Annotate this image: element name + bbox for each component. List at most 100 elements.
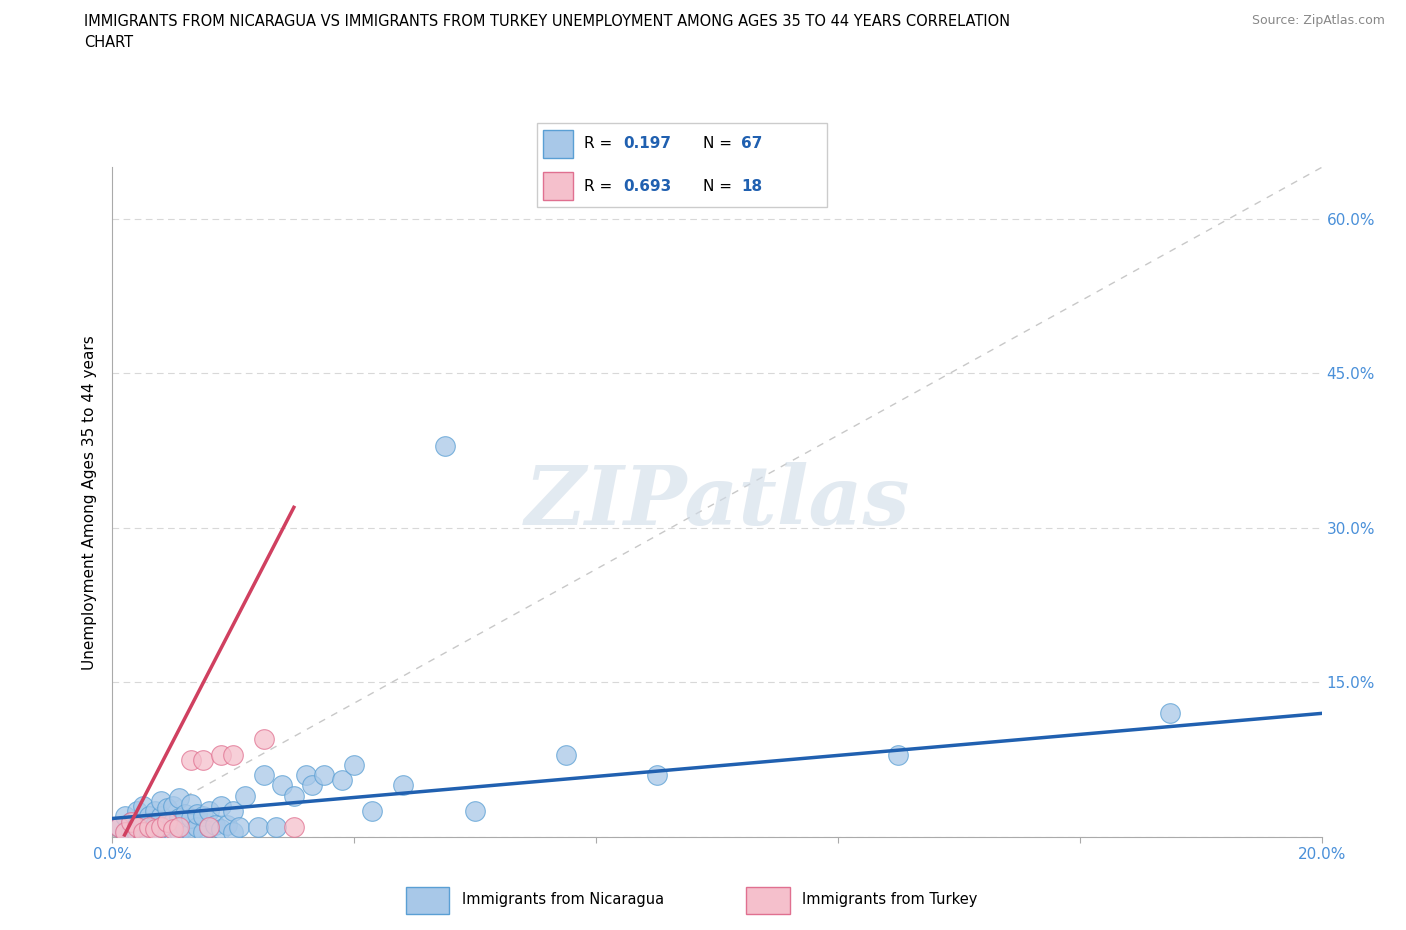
- Point: [138, 809, 160, 824]
- Point: [143, 824, 166, 839]
- Text: Immigrants from Nicaragua: Immigrants from Nicaragua: [461, 892, 664, 908]
- Point: [191, 824, 214, 839]
- Point: [246, 819, 269, 834]
- Point: [162, 821, 184, 836]
- Point: [143, 821, 166, 836]
- Point: [132, 799, 155, 814]
- Point: [295, 768, 318, 783]
- Point: [264, 819, 287, 834]
- Text: 67: 67: [741, 137, 762, 152]
- Point: [270, 778, 292, 793]
- Text: 0.197: 0.197: [623, 137, 671, 152]
- Text: R =: R =: [585, 137, 613, 152]
- Point: [167, 790, 190, 805]
- Point: [167, 824, 190, 839]
- Point: [149, 793, 172, 808]
- Point: [120, 814, 142, 829]
- Point: [253, 732, 276, 747]
- FancyBboxPatch shape: [537, 123, 827, 207]
- Point: [156, 814, 179, 829]
- Point: [391, 778, 413, 793]
- FancyBboxPatch shape: [543, 172, 572, 201]
- Point: [343, 757, 366, 772]
- FancyBboxPatch shape: [543, 130, 572, 158]
- Point: [149, 819, 172, 834]
- Point: [198, 819, 221, 834]
- Point: [162, 824, 184, 839]
- Point: [222, 804, 245, 818]
- Point: [114, 824, 136, 839]
- Y-axis label: Unemployment Among Ages 35 to 44 years: Unemployment Among Ages 35 to 44 years: [82, 335, 97, 670]
- Point: [209, 799, 232, 814]
- Point: [114, 824, 136, 839]
- Point: [120, 814, 142, 829]
- Point: [125, 827, 148, 842]
- Point: [198, 804, 221, 818]
- Text: ZIPatlas: ZIPatlas: [524, 462, 910, 542]
- Text: 0.693: 0.693: [623, 179, 671, 193]
- Point: [433, 438, 456, 453]
- Point: [132, 824, 155, 839]
- FancyBboxPatch shape: [747, 887, 790, 914]
- Point: [120, 824, 142, 839]
- Point: [114, 809, 136, 824]
- Point: [149, 809, 172, 824]
- Point: [149, 819, 172, 834]
- Point: [138, 819, 160, 834]
- Point: [314, 768, 336, 783]
- Point: [191, 752, 214, 767]
- Text: Immigrants from Turkey: Immigrants from Turkey: [801, 892, 977, 908]
- Point: [283, 819, 305, 834]
- Point: [174, 807, 197, 822]
- Point: [186, 807, 208, 822]
- Point: [125, 819, 148, 834]
- Point: [186, 819, 208, 834]
- Point: [167, 811, 190, 826]
- Point: [198, 819, 221, 834]
- Point: [253, 768, 276, 783]
- Point: [228, 819, 250, 834]
- Point: [132, 814, 155, 829]
- Point: [222, 824, 245, 839]
- Point: [180, 811, 202, 826]
- Point: [156, 814, 179, 829]
- Point: [125, 817, 148, 832]
- Point: [138, 827, 160, 842]
- Point: [235, 789, 257, 804]
- Point: [162, 799, 184, 814]
- Text: R =: R =: [585, 179, 613, 193]
- Point: [107, 819, 129, 834]
- Point: [204, 817, 226, 832]
- Point: [645, 768, 668, 783]
- Text: 18: 18: [741, 179, 762, 193]
- Text: IMMIGRANTS FROM NICARAGUA VS IMMIGRANTS FROM TURKEY UNEMPLOYMENT AMONG AGES 35 T: IMMIGRANTS FROM NICARAGUA VS IMMIGRANTS …: [84, 14, 1011, 50]
- Point: [167, 819, 190, 834]
- Text: Source: ZipAtlas.com: Source: ZipAtlas.com: [1251, 14, 1385, 27]
- Point: [107, 819, 129, 834]
- Point: [138, 819, 160, 834]
- FancyBboxPatch shape: [406, 887, 450, 914]
- Point: [464, 804, 486, 818]
- Text: N =: N =: [703, 179, 731, 193]
- Point: [143, 817, 166, 832]
- Point: [283, 789, 305, 804]
- Point: [887, 747, 910, 762]
- Point: [222, 747, 245, 762]
- Point: [125, 804, 148, 818]
- Point: [174, 819, 197, 834]
- Point: [156, 824, 179, 839]
- Point: [191, 809, 214, 824]
- Point: [162, 814, 184, 829]
- Text: N =: N =: [703, 137, 731, 152]
- Point: [180, 824, 202, 839]
- Point: [143, 804, 166, 818]
- Point: [554, 747, 576, 762]
- Point: [180, 752, 202, 767]
- Point: [209, 747, 232, 762]
- Point: [1159, 706, 1181, 721]
- Point: [361, 804, 384, 818]
- Point: [156, 801, 179, 816]
- Point: [132, 824, 155, 839]
- Point: [217, 817, 239, 832]
- Point: [180, 797, 202, 812]
